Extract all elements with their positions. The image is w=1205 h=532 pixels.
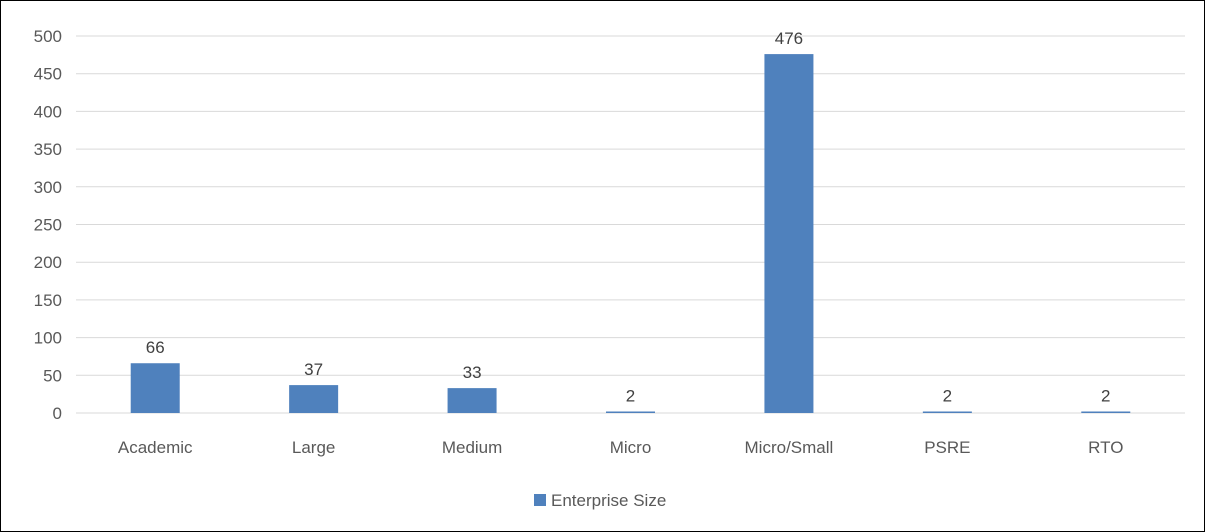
y-tick-label: 200 [34, 253, 62, 272]
bar-psre [923, 411, 972, 413]
x-tick-label: Micro [610, 438, 652, 457]
x-tick-label: Academic [118, 438, 193, 457]
y-tick-label: 150 [34, 291, 62, 310]
data-label: 66 [146, 338, 165, 357]
y-tick-label: 0 [53, 404, 62, 423]
y-tick-label: 350 [34, 140, 62, 159]
data-label: 2 [943, 386, 952, 405]
x-tick-label: RTO [1088, 438, 1123, 457]
bar-medium [448, 388, 497, 413]
y-tick-label: 250 [34, 216, 62, 235]
data-label: 33 [463, 363, 482, 382]
y-tick-label: 300 [34, 178, 62, 197]
x-axis-tick-labels: Academic Large Medium Micro Micro/Small PSRE R… [118, 438, 1124, 457]
y-tick-label: 50 [43, 366, 62, 385]
data-label: 37 [304, 360, 323, 379]
x-tick-label: Large [292, 438, 335, 457]
y-tick-label: 400 [34, 102, 62, 121]
y-tick-label: 450 [34, 65, 62, 84]
data-label: 476 [775, 29, 803, 48]
x-tick-label: PSRE [924, 438, 970, 457]
data-labels: 66 37 33 2 476 2 2 [146, 29, 1111, 405]
y-tick-label: 100 [34, 329, 62, 348]
gridlines [76, 36, 1185, 413]
bars [131, 54, 1131, 413]
x-tick-label: Micro/Small [745, 438, 834, 457]
legend-swatch [534, 494, 546, 506]
y-axis-tick-labels: 0 50 100 150 200 250 300 350 400 450 500 [34, 27, 62, 423]
legend-label: Enterprise Size [551, 491, 666, 510]
data-label: 2 [626, 386, 635, 405]
x-tick-label: Medium [442, 438, 502, 457]
y-tick-label: 500 [34, 27, 62, 46]
bar-large [289, 385, 338, 413]
bar-rto [1081, 411, 1130, 413]
bar-micro [606, 411, 655, 413]
legend: Enterprise Size [534, 491, 666, 510]
bar-micro-small [764, 54, 813, 413]
data-label: 2 [1101, 386, 1110, 405]
bar-academic [131, 363, 180, 413]
